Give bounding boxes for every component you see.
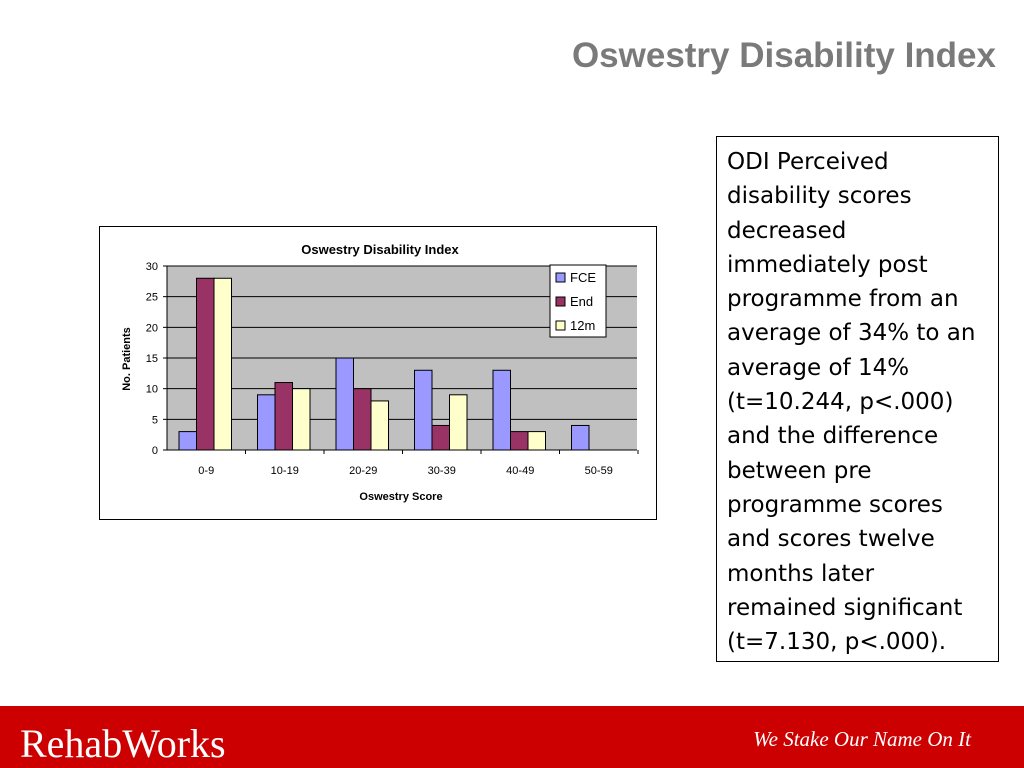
- x-tick-label: 50-59: [585, 465, 613, 477]
- bar-12m-0-9: [213, 277, 232, 451]
- bar-12m-10-19: [292, 388, 311, 451]
- y-tick-label: 30: [146, 261, 158, 273]
- bar-12m-40-49: [527, 431, 546, 451]
- y-axis-label: No. Patients: [121, 327, 133, 391]
- slide-title: Oswestry Disability Index: [571, 36, 996, 75]
- legend-swatch-end: [555, 296, 566, 307]
- bar-end-10-19: [274, 382, 293, 451]
- x-axis-label: Oswestry Score: [359, 491, 442, 503]
- bar-fce-0-9: [178, 431, 197, 451]
- y-tick-label: 25: [146, 292, 158, 304]
- bar-12m-20-29: [370, 400, 389, 451]
- x-tick-label: 40-49: [506, 465, 534, 477]
- x-tick-label: 30-39: [428, 465, 456, 477]
- brand-tagline: We Stake Our Name On It: [753, 727, 971, 751]
- bar-fce-40-49: [492, 369, 511, 451]
- summary-text: ODI Perceived disability scores decrease…: [727, 149, 976, 656]
- legend-swatch-fce: [555, 272, 566, 283]
- bar-chart: Oswestry Disability Index No. Patients O…: [121, 242, 639, 503]
- legend-label-fce: FCE: [570, 270, 596, 285]
- bar-end-30-39: [431, 424, 450, 451]
- bar-12m-30-39: [449, 394, 468, 451]
- y-tick-label: 0: [152, 445, 158, 457]
- brand-name: RehabWorks: [20, 721, 226, 766]
- x-tick-label: 20-29: [349, 465, 377, 477]
- bar-fce-50-59: [571, 424, 590, 451]
- summary-text-box: ODI Perceived disability scores decrease…: [716, 136, 999, 662]
- bar-fce-20-29: [335, 357, 354, 451]
- legend-label-end: End: [570, 294, 593, 309]
- y-tick-label: 15: [146, 353, 158, 365]
- bar-end-20-29: [353, 388, 372, 451]
- x-tick-label: 10-19: [271, 465, 299, 477]
- x-tick-label: 0-9: [198, 465, 214, 477]
- bar-fce-30-39: [414, 369, 433, 451]
- bar-end-40-49: [510, 431, 529, 451]
- y-tick-label: 5: [152, 414, 158, 426]
- bar-fce-10-19: [257, 394, 276, 451]
- y-tick-label: 10: [146, 384, 158, 396]
- legend-swatch-12m: [555, 320, 566, 331]
- chart-container: Oswestry Disability Index No. Patients O…: [99, 226, 657, 520]
- bar-end-0-9: [196, 277, 215, 451]
- footer-bar: RehabWorks We Stake Our Name On It: [0, 706, 1024, 768]
- chart-title: Oswestry Disability Index: [301, 242, 459, 257]
- y-tick-label: 20: [146, 322, 158, 334]
- legend-label-12m: 12m: [570, 318, 595, 333]
